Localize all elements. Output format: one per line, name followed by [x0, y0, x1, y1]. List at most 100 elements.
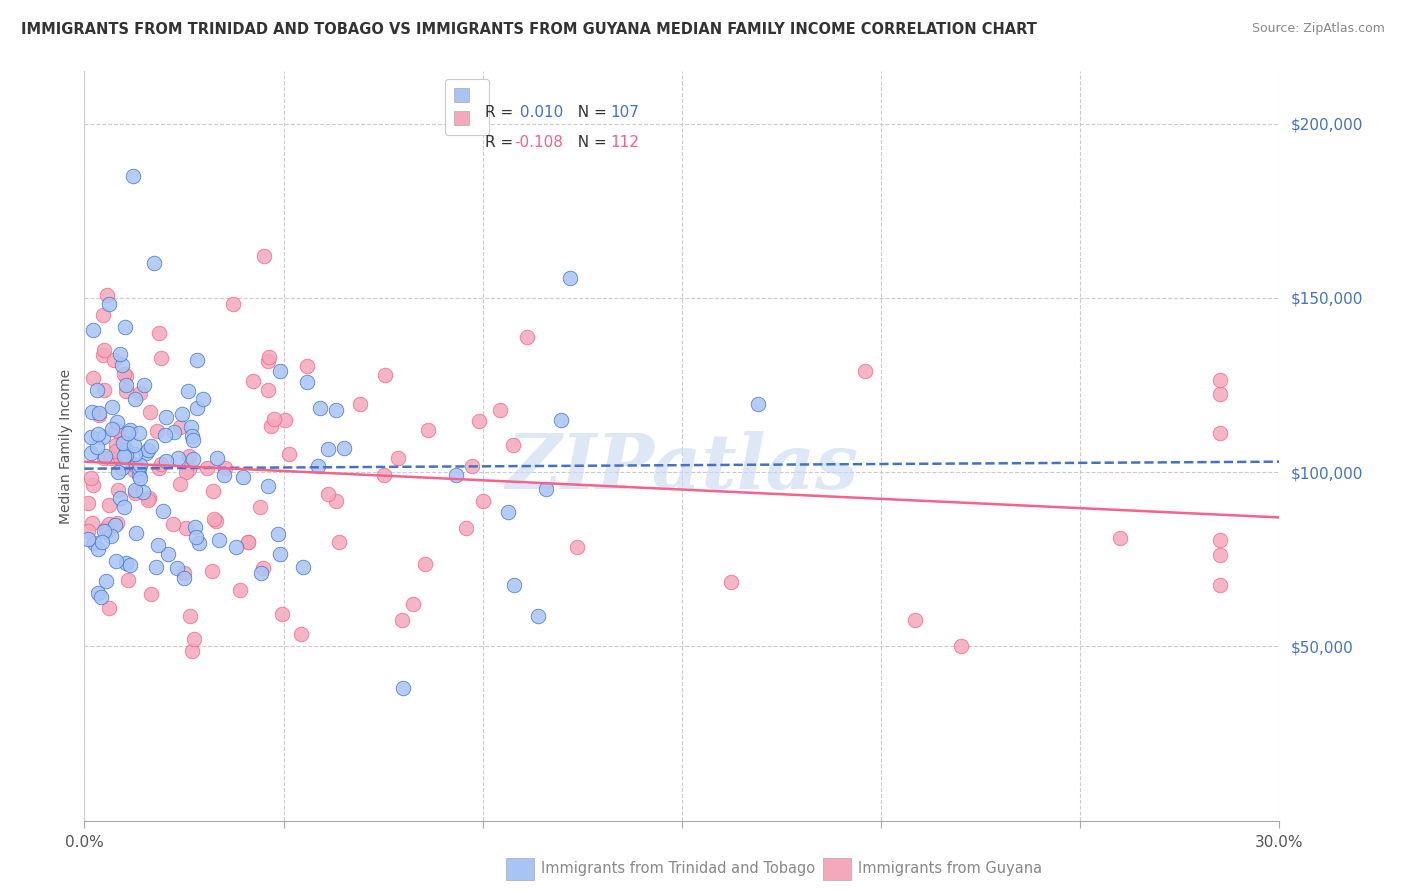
Point — [105, 416, 128, 430]
Point — [105, 444, 128, 458]
Point — [77, 524, 100, 539]
Point — [87, 408, 110, 422]
Point — [181, 428, 204, 442]
Point — [257, 351, 280, 365]
Point — [114, 430, 136, 444]
Point — [86, 440, 108, 454]
Point — [527, 609, 550, 624]
Point — [108, 346, 131, 360]
Point — [267, 527, 290, 541]
Point — [249, 500, 271, 514]
Point — [128, 461, 150, 475]
Point — [150, 351, 173, 366]
Point — [112, 500, 135, 515]
Point — [496, 506, 519, 520]
Point — [202, 483, 225, 498]
Point — [108, 491, 131, 505]
Point — [94, 574, 117, 588]
Point — [186, 530, 208, 544]
Point — [87, 542, 110, 557]
Point — [120, 558, 142, 572]
Point — [77, 496, 100, 510]
Point — [115, 556, 138, 570]
Point — [138, 491, 160, 505]
Point — [253, 249, 276, 263]
Point — [252, 561, 274, 575]
Point — [392, 681, 415, 696]
Point — [146, 424, 169, 438]
Point — [105, 438, 128, 452]
Point — [122, 463, 145, 477]
Point — [565, 540, 588, 554]
Point — [93, 383, 115, 397]
Point — [96, 524, 118, 538]
Point — [186, 401, 208, 416]
Point — [181, 644, 204, 658]
Point — [101, 422, 124, 436]
Point — [91, 348, 114, 362]
Point — [91, 308, 114, 322]
Point — [139, 587, 162, 601]
Point — [155, 453, 177, 467]
Point — [103, 353, 125, 368]
Point — [155, 410, 177, 425]
Point — [129, 471, 152, 485]
Text: R =: R = — [485, 105, 517, 120]
Point — [318, 487, 340, 501]
Point — [129, 458, 152, 472]
Text: Immigrants from Guyana: Immigrants from Guyana — [858, 862, 1042, 876]
Point — [80, 430, 103, 444]
Point — [257, 354, 280, 368]
Point — [163, 425, 186, 440]
Point — [456, 521, 478, 535]
Point — [316, 442, 339, 457]
Text: IMMIGRANTS FROM TRINIDAD AND TOBAGO VS IMMIGRANTS FROM GUYANA MEDIAN FAMILY INCO: IMMIGRANTS FROM TRINIDAD AND TOBAGO VS I… — [21, 22, 1038, 37]
Point — [186, 353, 208, 368]
Point — [747, 396, 769, 410]
Point — [112, 367, 135, 381]
Point — [387, 451, 409, 466]
Point — [143, 256, 166, 270]
Point — [117, 426, 139, 441]
Text: Immigrants from Trinidad and Tobago: Immigrants from Trinidad and Tobago — [541, 862, 815, 876]
Point — [86, 426, 108, 441]
Point — [328, 535, 350, 549]
Point — [104, 518, 127, 533]
Point — [124, 392, 146, 406]
Point — [152, 504, 174, 518]
Point — [104, 554, 127, 568]
Point — [904, 613, 927, 627]
Point — [93, 343, 115, 357]
Point — [156, 547, 179, 561]
Point — [82, 322, 104, 336]
Point — [100, 450, 122, 465]
Point — [269, 363, 291, 377]
Point — [179, 609, 201, 624]
Point — [225, 540, 247, 554]
Point — [489, 403, 512, 417]
Point — [145, 560, 167, 574]
Point — [121, 169, 143, 183]
Point — [141, 439, 163, 453]
Point — [270, 607, 292, 622]
Point — [94, 449, 117, 463]
Point — [177, 384, 200, 398]
Point — [125, 526, 148, 541]
Text: 107: 107 — [610, 105, 640, 120]
Point — [949, 640, 972, 654]
Point — [292, 560, 315, 574]
Point — [181, 451, 204, 466]
Point — [124, 483, 146, 497]
Point — [169, 476, 191, 491]
Point — [373, 468, 395, 483]
Point — [416, 423, 439, 437]
Point — [155, 428, 177, 442]
Point — [461, 459, 484, 474]
Point — [170, 408, 193, 422]
Text: N =: N = — [568, 135, 612, 150]
Point — [232, 470, 254, 484]
Point — [136, 442, 159, 457]
Point — [201, 564, 224, 578]
Point — [205, 451, 228, 466]
Point — [166, 560, 188, 574]
